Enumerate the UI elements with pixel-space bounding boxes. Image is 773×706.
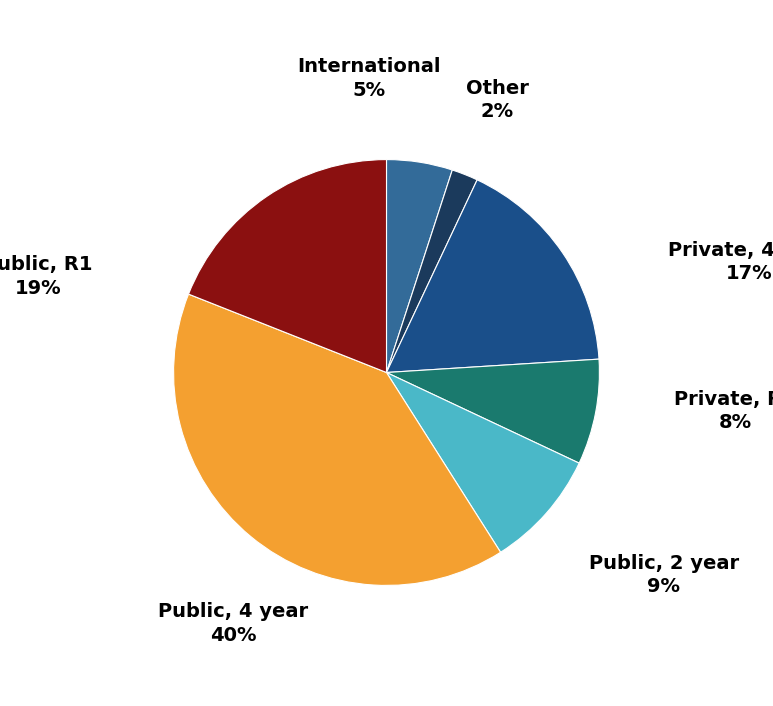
Wedge shape: [386, 170, 477, 373]
Text: Other
2%: Other 2%: [466, 78, 529, 121]
Wedge shape: [386, 160, 452, 373]
Wedge shape: [386, 359, 599, 463]
Wedge shape: [386, 373, 579, 552]
Text: Public, R1
19%: Public, R1 19%: [0, 256, 93, 298]
Text: Public, 2 year
9%: Public, 2 year 9%: [589, 554, 739, 596]
Text: Private, 4 year
17%: Private, 4 year 17%: [668, 241, 773, 283]
Text: International
5%: International 5%: [298, 57, 441, 100]
Wedge shape: [386, 180, 599, 373]
Wedge shape: [189, 160, 386, 373]
Wedge shape: [174, 294, 501, 585]
Text: Public, 4 year
40%: Public, 4 year 40%: [158, 602, 308, 645]
Text: Private, R1
8%: Private, R1 8%: [674, 390, 773, 432]
